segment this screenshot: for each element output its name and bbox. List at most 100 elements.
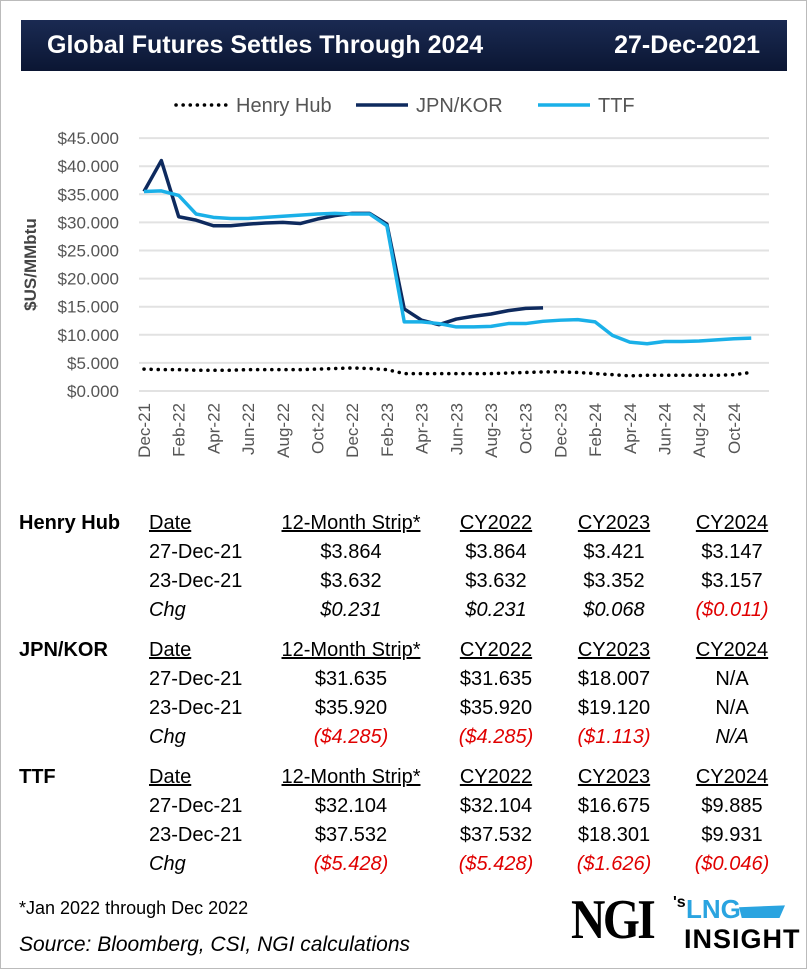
table-row: 27-Dec-21 $32.104 $32.104 $16.675 $9.885 xyxy=(1,795,806,824)
table-cell: 23-Dec-21 xyxy=(149,824,243,846)
table-cell: $3.147 xyxy=(701,541,763,563)
table-cell: $3.157 xyxy=(701,570,763,592)
table-cell: $3.632 xyxy=(320,570,382,592)
table-cell: N/A xyxy=(715,668,749,690)
table-cell: $3.864 xyxy=(320,541,382,563)
table-cell: ($0.046) xyxy=(694,853,770,875)
table-cell: $32.104 xyxy=(314,795,388,817)
column-header: CY2024 xyxy=(695,766,769,788)
table-ttf: TTF Date 12-Month Strip* CY2022 CY2023 CY2024… xyxy=(1,766,806,882)
legend-item: JPN/KOR xyxy=(356,95,503,117)
table-row: Chg ($5.428) ($5.428) ($1.626) ($0.046) xyxy=(1,853,806,882)
column-header: CY2022 xyxy=(459,766,533,788)
x-tick-label: Aug-23 xyxy=(482,403,501,458)
table-cell: $9.931 xyxy=(701,824,763,846)
table-title: JPN/KOR xyxy=(19,639,108,661)
table-row: 23-Dec-21 $35.920 $35.920 $19.120 N/A xyxy=(1,697,806,726)
y-tick-label: $15.000 xyxy=(58,298,119,317)
table-cell: Chg xyxy=(149,853,186,875)
column-header: CY2022 xyxy=(459,512,533,534)
x-tick-label: Dec-22 xyxy=(343,403,362,458)
column-header: Date xyxy=(149,639,192,661)
table-cell: $37.532 xyxy=(314,824,388,846)
report-date: 27-Dec-2021 xyxy=(614,31,760,59)
table-cell: $35.920 xyxy=(314,697,388,719)
series-line-ttf xyxy=(143,189,752,346)
x-tick-label: Dec-21 xyxy=(135,403,154,458)
table-cell: ($5.428) xyxy=(313,853,389,875)
column-header: 12-Month Strip* xyxy=(281,639,421,661)
y-tick-label: $10.000 xyxy=(58,326,119,345)
footnote: *Jan 2022 through Dec 2022 xyxy=(19,898,249,918)
y-tick-label: $35.000 xyxy=(58,185,119,204)
table-row: Chg $0.231 $0.231 $0.068 ($0.011) xyxy=(1,599,806,628)
y-axis-label: $US/MMbtu xyxy=(21,218,40,311)
column-header: CY2023 xyxy=(577,766,651,788)
legend-label: JPN/KOR xyxy=(416,95,503,117)
x-tick-label: Jun-23 xyxy=(447,403,466,455)
table-cell: 27-Dec-21 xyxy=(149,541,243,563)
column-header: Date xyxy=(149,766,192,788)
column-header: 12-Month Strip* xyxy=(281,512,421,534)
table-cell: $9.885 xyxy=(701,795,763,817)
table-cell: $3.864 xyxy=(465,541,527,563)
x-tick-label: Jun-22 xyxy=(239,403,258,455)
table-cell: $18.301 xyxy=(577,824,651,846)
x-tick-label: Feb-22 xyxy=(170,403,189,457)
table-cell: ($0.011) xyxy=(695,599,769,621)
y-tick-label: $30.000 xyxy=(58,213,119,232)
table-jpn-kor: JPN/KOR Date 12-Month Strip* CY2022 CY2023 CY… xyxy=(1,639,806,755)
table-cell: $37.532 xyxy=(459,824,533,846)
legend-item: TTF xyxy=(538,95,635,117)
table-cell: $32.104 xyxy=(459,795,533,817)
y-tick-label: $45.000 xyxy=(58,129,119,148)
column-header: CY2023 xyxy=(577,639,651,661)
table-cell: $0.231 xyxy=(465,599,527,621)
y-tick-label: $40.000 xyxy=(58,157,119,176)
table-header-row: JPN/KOR Date 12-Month Strip* CY2022 CY2023 CY… xyxy=(1,639,806,668)
x-tick-label: Aug-22 xyxy=(274,403,293,458)
table-cell: $16.675 xyxy=(577,795,651,817)
column-header: CY2023 xyxy=(577,512,651,534)
x-tick-label: Jun-24 xyxy=(656,403,675,455)
series-line-henry-hub xyxy=(142,366,753,378)
x-tick-label: Dec-23 xyxy=(551,403,570,458)
y-tick-label: $20.000 xyxy=(58,270,119,289)
legend-item: Henry Hub xyxy=(174,95,332,117)
table-cell: $3.632 xyxy=(465,570,527,592)
table-cell: 23-Dec-21 xyxy=(149,697,243,719)
table-cell: Chg xyxy=(149,599,186,621)
table-cell: ($1.626) xyxy=(576,853,652,875)
title-bar: Global Futures Settles Through 2024 27-D… xyxy=(21,20,787,71)
table-row: 23-Dec-21 $37.532 $37.532 $18.301 $9.931 xyxy=(1,824,806,853)
table-cell: ($5.428) xyxy=(458,853,534,875)
table-cell: 27-Dec-21 xyxy=(149,795,243,817)
table-cell: $31.635 xyxy=(459,668,533,690)
table-cell: ($4.285) xyxy=(313,726,389,748)
x-tick-label: Aug-24 xyxy=(690,403,709,458)
x-tick-label: Apr-24 xyxy=(621,403,640,454)
table-row: Chg ($4.285) ($4.285) ($1.113) N/A xyxy=(1,726,806,755)
series-line-jpn-kor xyxy=(142,158,544,327)
ngi-lng-insight-logo: NGI's LNG INSIGHT xyxy=(571,889,801,954)
title: Global Futures Settles Through 2024 xyxy=(47,31,484,59)
y-tick-label: $0.000 xyxy=(67,382,119,401)
table-cell: $0.231 xyxy=(320,599,382,621)
table-header-row: Henry Hub Date 12-Month Strip* CY2022 CY2023… xyxy=(1,512,806,541)
table-cell: $31.635 xyxy=(314,668,388,690)
column-header: CY2024 xyxy=(695,512,769,534)
ship-icon xyxy=(739,905,785,918)
x-tick-label: Apr-22 xyxy=(204,403,223,454)
table-cell: N/A xyxy=(715,697,749,719)
column-header: CY2024 xyxy=(695,639,769,661)
y-tick-label: $5.000 xyxy=(67,354,119,373)
table-cell: ($1.113) xyxy=(577,726,651,748)
table-cell: $3.352 xyxy=(583,570,645,592)
table-cell: $19.120 xyxy=(577,697,651,719)
table-title: Henry Hub xyxy=(19,512,121,534)
table-cell: $18.007 xyxy=(577,668,651,690)
table-cell: Chg xyxy=(149,726,186,748)
futures-line-chart: $0.000 $5.000 $10.000 $15.000 $20.000 $25.000… xyxy=(21,95,769,458)
table-row: 27-Dec-21 $3.864 $3.864 $3.421 $3.147 xyxy=(1,541,806,570)
